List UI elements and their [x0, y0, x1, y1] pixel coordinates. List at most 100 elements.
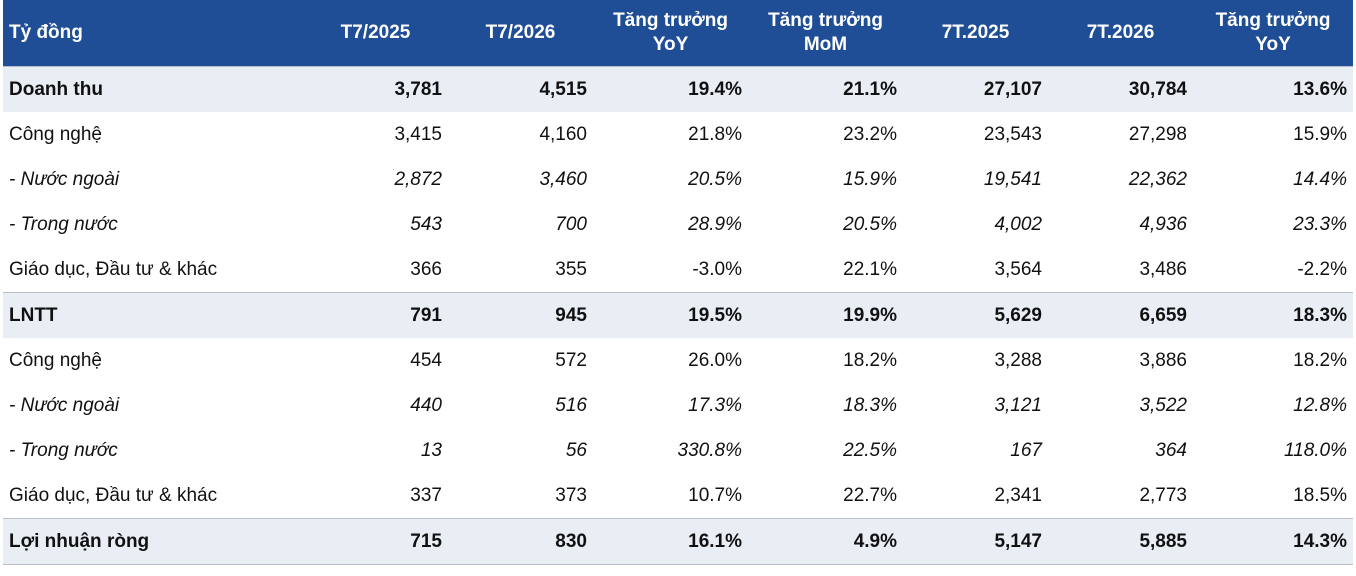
value-cell: 15.9% [1293, 123, 1347, 145]
value-cell: 22.7% [843, 484, 897, 506]
table-row: - Nước ngoài 440 516 17.3% 18.3% 3,121 3,522 12… [3, 383, 1353, 428]
value-cell: 5,629 [903, 292, 1048, 338]
value-cell: 4,515 [448, 66, 593, 112]
value-cell: 5,885 [1048, 518, 1193, 565]
row-label: - Trong nước [9, 213, 118, 235]
value-cell: 19.9% [748, 292, 903, 338]
header-cell: 7T.2026 [1048, 0, 1193, 67]
table-row: - Nước ngoài 2,872 3,460 20.5% 15.9% 19,541 22… [3, 157, 1353, 202]
table-row: Lợi nhuận ròng 715 830 16.1% 4.9% 5,147 5,885 1… [3, 518, 1353, 565]
row-label: Doanh thu [3, 66, 303, 112]
value-cell: 30,784 [1048, 66, 1193, 112]
header-cell: Tăng trưởng YoY [593, 0, 748, 67]
value-cell: 23.2% [843, 123, 897, 145]
value-cell: 5,147 [903, 518, 1048, 565]
value-cell: 700 [555, 213, 587, 235]
value-cell: 572 [555, 349, 587, 371]
value-cell: 3,564 [994, 258, 1042, 280]
value-cell: 19.4% [593, 66, 748, 112]
value-cell: 3,486 [1139, 258, 1187, 280]
value-cell: 3,460 [539, 168, 587, 190]
value-cell: 373 [555, 484, 587, 506]
value-cell: 14.3% [1193, 518, 1353, 565]
value-cell: 26.0% [688, 349, 742, 371]
value-cell: 22.1% [843, 258, 897, 280]
value-cell: 16.1% [593, 518, 748, 565]
value-cell: 6,659 [1048, 292, 1193, 338]
table-row: Công nghệ 454 572 26.0% 18.2% 3,288 3,886 18.2% [3, 338, 1353, 383]
value-cell: 18.3% [1193, 292, 1353, 338]
value-cell: 2,872 [394, 168, 442, 190]
value-cell: 118.0% [1283, 439, 1347, 461]
table-row: Doanh thu 3,781 4,515 19.4% 21.1% 27,107 30,78… [3, 66, 1353, 112]
header-cell: T7/2025 [303, 0, 448, 67]
row-label: LNTT [3, 292, 303, 338]
value-cell: 18.5% [1293, 484, 1347, 506]
table-body: Doanh thu 3,781 4,515 19.4% 21.1% 27,107 30,78… [3, 66, 1353, 565]
value-cell: 27,107 [903, 66, 1048, 112]
value-cell: 440 [410, 394, 442, 416]
value-cell: 830 [448, 518, 593, 565]
value-cell: 20.5% [688, 168, 742, 190]
value-cell: 28.9% [688, 213, 742, 235]
value-cell: 21.1% [748, 66, 903, 112]
table-row: Giáo dục, Đầu tư & khác 337 373 10.7% 22.7% 2… [3, 473, 1353, 519]
value-cell: 3,288 [994, 349, 1042, 371]
header-row: Tỷ đồng T7/2025 T7/2026 Tăng trưởng YoY Tăng… [3, 0, 1353, 67]
value-cell: 19.5% [593, 292, 748, 338]
row-label: Công nghệ [9, 349, 102, 371]
value-cell: 516 [555, 394, 587, 416]
value-cell: -3.0% [692, 258, 742, 280]
row-label: - Nước ngoài [9, 168, 120, 190]
value-cell: 364 [1155, 439, 1187, 461]
value-cell: 4,002 [994, 213, 1042, 235]
value-cell: 2,773 [1139, 484, 1187, 506]
value-cell: 15.9% [843, 168, 897, 190]
value-cell: 56 [565, 439, 587, 461]
value-cell: 337 [410, 484, 442, 506]
value-cell: 3,522 [1139, 394, 1187, 416]
value-cell: 13.6% [1193, 66, 1353, 112]
header-cell: Tăng trưởng YoY [1193, 0, 1353, 67]
row-label: - Nước ngoài [9, 394, 120, 416]
value-cell: 4,936 [1139, 213, 1187, 235]
value-cell: 18.3% [843, 394, 897, 416]
value-cell: 715 [303, 518, 448, 565]
row-label: - Trong nước [9, 439, 118, 461]
value-cell: 330.8% [677, 439, 742, 461]
row-label: Giáo dục, Đầu tư & khác [9, 258, 218, 280]
value-cell: 18.2% [1293, 349, 1347, 371]
value-cell: 3,886 [1139, 349, 1187, 371]
value-cell: 23.3% [1293, 213, 1347, 235]
value-cell: 20.5% [843, 213, 897, 235]
value-cell: 22.5% [843, 439, 897, 461]
value-cell: 18.2% [843, 349, 897, 371]
table-row: - Trong nước 543 700 28.9% 20.5% 4,002 4,936 23… [3, 202, 1353, 247]
value-cell: 4,160 [539, 123, 587, 145]
header-cell: Tỷ đồng [3, 0, 303, 67]
row-label: Giáo dục, Đầu tư & khác [9, 484, 218, 506]
value-cell: 366 [410, 258, 442, 280]
value-cell: 19,541 [983, 168, 1042, 190]
table-row: Công nghệ 3,415 4,160 21.8% 23.2% 23,543 27,29… [3, 112, 1353, 157]
value-cell: 167 [1010, 439, 1042, 461]
data-table: Tỷ đồng T7/2025 T7/2026 Tăng trưởng YoY Tăng… [3, 0, 1353, 565]
value-cell: 3,415 [394, 123, 442, 145]
value-cell: 23,543 [983, 123, 1042, 145]
value-cell: 454 [410, 349, 442, 371]
row-label: Công nghệ [9, 123, 102, 145]
table-row: LNTT 791 945 19.5% 19.9% 5,629 6,659 18.3% [3, 292, 1353, 338]
header-cell: Tăng trưởng MoM [748, 0, 903, 67]
value-cell: 17.3% [688, 394, 742, 416]
value-cell: 945 [448, 292, 593, 338]
value-cell: 12.8% [1293, 394, 1347, 416]
header-cell: T7/2026 [448, 0, 593, 67]
value-cell: 21.8% [688, 123, 742, 145]
value-cell: -2.2% [1297, 258, 1347, 280]
value-cell: 2,341 [994, 484, 1042, 506]
value-cell: 22,362 [1128, 168, 1187, 190]
value-cell: 4.9% [748, 518, 903, 565]
value-cell: 27,298 [1128, 123, 1187, 145]
value-cell: 3,121 [994, 394, 1042, 416]
